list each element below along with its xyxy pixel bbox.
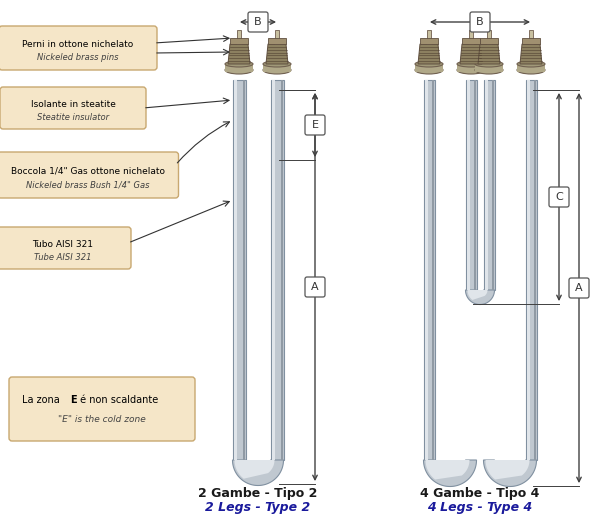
Ellipse shape — [517, 61, 545, 67]
Bar — [457, 64, 485, 72]
Bar — [533, 80, 536, 460]
Text: La zona: La zona — [22, 395, 63, 405]
Ellipse shape — [457, 61, 485, 67]
Text: Perni in ottone nichelato: Perni in ottone nichelato — [22, 40, 134, 49]
Text: é non scaldante: é non scaldante — [77, 395, 158, 405]
Polygon shape — [485, 460, 530, 480]
FancyBboxPatch shape — [0, 227, 131, 269]
Ellipse shape — [415, 61, 443, 67]
Ellipse shape — [263, 66, 291, 74]
Polygon shape — [266, 44, 288, 64]
Polygon shape — [467, 290, 487, 300]
Polygon shape — [418, 44, 440, 64]
Bar — [225, 64, 253, 72]
Ellipse shape — [517, 66, 545, 74]
Bar — [484, 80, 494, 290]
FancyBboxPatch shape — [0, 26, 157, 70]
Text: Steatite insulator: Steatite insulator — [37, 112, 109, 122]
Text: E: E — [311, 120, 319, 130]
Bar — [281, 80, 283, 460]
Bar — [517, 64, 545, 72]
Polygon shape — [228, 44, 250, 64]
FancyBboxPatch shape — [248, 12, 268, 32]
Text: Tubo AISI 321: Tubo AISI 321 — [32, 240, 94, 249]
Polygon shape — [233, 460, 284, 485]
Bar — [427, 30, 431, 44]
FancyBboxPatch shape — [0, 152, 179, 198]
Bar — [469, 30, 473, 44]
Bar — [275, 30, 279, 44]
Bar — [529, 30, 533, 44]
Text: 2 Legs - Type 2: 2 Legs - Type 2 — [205, 501, 311, 514]
Polygon shape — [520, 44, 542, 64]
Polygon shape — [425, 460, 470, 480]
Bar — [485, 80, 488, 290]
Polygon shape — [460, 44, 482, 64]
Bar — [526, 80, 536, 460]
Text: "E" is the cold zone: "E" is the cold zone — [58, 415, 146, 424]
Bar — [415, 64, 443, 72]
Bar — [480, 38, 498, 44]
FancyBboxPatch shape — [549, 187, 569, 207]
Bar — [522, 38, 540, 44]
Ellipse shape — [225, 66, 253, 74]
Text: Tube AISI 321: Tube AISI 321 — [34, 252, 92, 262]
Text: B: B — [254, 17, 262, 27]
Polygon shape — [466, 290, 494, 305]
Bar — [462, 38, 480, 44]
Bar — [475, 64, 503, 72]
Bar — [487, 30, 491, 44]
Ellipse shape — [415, 66, 443, 74]
FancyBboxPatch shape — [9, 377, 195, 441]
Ellipse shape — [475, 66, 503, 74]
Text: C: C — [555, 192, 563, 202]
Text: Nickeled brass Bush 1/4" Gas: Nickeled brass Bush 1/4" Gas — [26, 180, 150, 190]
Bar — [271, 80, 284, 460]
Text: E: E — [70, 395, 77, 405]
Polygon shape — [424, 460, 476, 486]
Polygon shape — [235, 460, 275, 479]
Bar — [234, 80, 237, 460]
Ellipse shape — [475, 61, 503, 67]
Text: B: B — [476, 17, 484, 27]
Bar — [431, 80, 434, 460]
Text: 2 Gambe - Tipo 2: 2 Gambe - Tipo 2 — [199, 487, 317, 500]
Bar — [242, 80, 245, 460]
Bar — [233, 80, 245, 460]
FancyBboxPatch shape — [305, 277, 325, 297]
Ellipse shape — [457, 66, 485, 74]
Text: Nickeled brass pins: Nickeled brass pins — [37, 53, 119, 62]
Text: 4 Legs - Type 4: 4 Legs - Type 4 — [427, 501, 533, 514]
FancyBboxPatch shape — [305, 115, 325, 135]
Ellipse shape — [263, 61, 291, 67]
Bar — [263, 64, 291, 72]
Text: A: A — [311, 282, 319, 292]
Polygon shape — [484, 460, 536, 486]
Bar — [527, 80, 530, 460]
Bar — [425, 80, 428, 460]
Text: A: A — [575, 283, 583, 293]
Text: Isolante in steatite: Isolante in steatite — [31, 100, 115, 109]
Bar — [491, 80, 494, 290]
Text: 4 Gambe - Tipo 4: 4 Gambe - Tipo 4 — [421, 487, 539, 500]
Ellipse shape — [225, 61, 253, 67]
Bar — [230, 38, 248, 44]
Bar — [466, 80, 476, 290]
Bar — [473, 80, 476, 290]
Polygon shape — [478, 44, 500, 64]
Bar — [272, 80, 275, 460]
Bar — [467, 80, 470, 290]
FancyBboxPatch shape — [569, 278, 589, 298]
Bar — [268, 38, 286, 44]
FancyBboxPatch shape — [0, 87, 146, 129]
Bar — [420, 38, 438, 44]
Bar — [424, 80, 434, 460]
Bar — [237, 30, 241, 44]
Text: Boccola 1/4" Gas ottone nichelato: Boccola 1/4" Gas ottone nichelato — [11, 166, 165, 176]
FancyBboxPatch shape — [470, 12, 490, 32]
